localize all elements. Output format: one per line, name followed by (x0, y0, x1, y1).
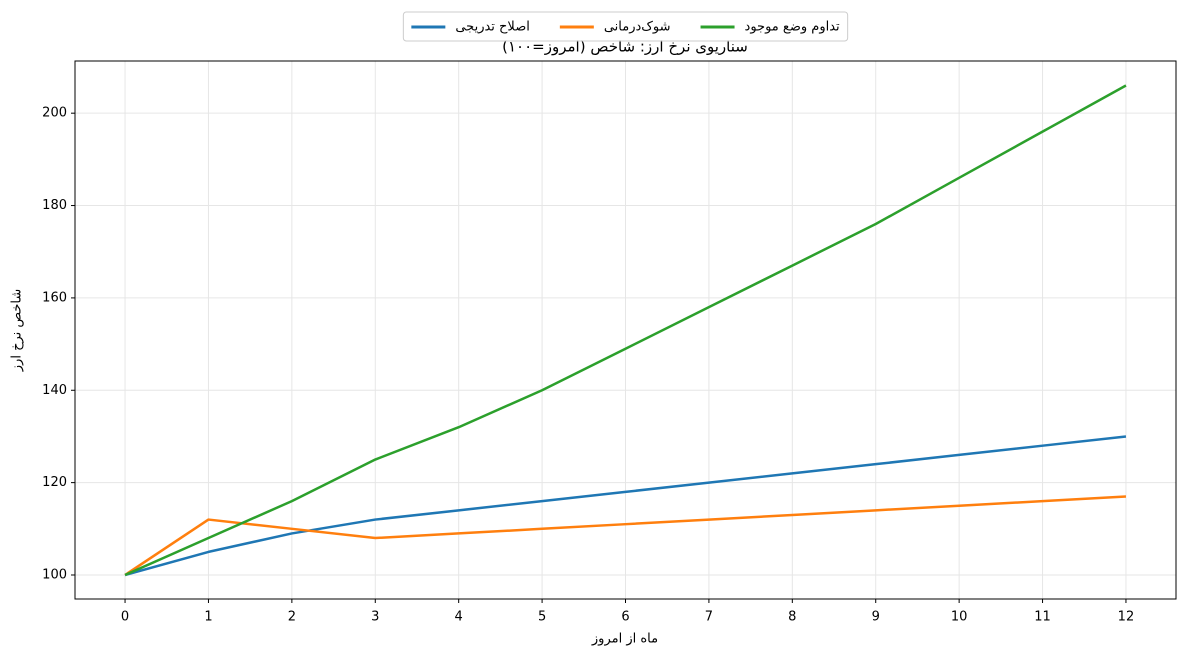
y-tick-label: 200 (42, 106, 67, 121)
legend-label: اصلاح تدریجی (455, 20, 530, 35)
chart-title: سناریوی نرخ ارز: شاخص (امروز=۱۰۰) (502, 38, 748, 56)
x-tick-label: 2 (288, 610, 296, 625)
x-tick-label: 3 (371, 610, 379, 625)
y-axis-label: شاخص نرخ ارز (10, 289, 25, 372)
y-tick-label: 180 (42, 198, 67, 213)
y-tick-label: 160 (42, 290, 67, 305)
axes-frame (74, 60, 1177, 600)
legend-box (402, 11, 849, 42)
x-tick-label: 11 (1034, 610, 1051, 625)
x-tick-label: 10 (951, 610, 968, 625)
x-tick-label: 4 (455, 610, 463, 625)
x-tick-label: 12 (1118, 610, 1135, 625)
x-tick-label: 6 (621, 610, 629, 625)
y-tick-label: 120 (42, 475, 67, 490)
series-line (124, 495, 1127, 577)
x-tick-label: 9 (872, 610, 880, 625)
legend-label: تداوم وضع موجود (745, 20, 840, 35)
x-tick-label: 7 (705, 610, 713, 625)
series-line (124, 435, 1127, 577)
x-tick-label: 5 (538, 610, 546, 625)
y-tick-label: 140 (42, 383, 67, 398)
x-tick-label: 1 (204, 610, 212, 625)
legend-label: شوک‌درمانی (604, 20, 671, 35)
x-tick-label: 8 (788, 610, 796, 625)
grid (75, 61, 1176, 599)
x-axis-label: ماه از امروز (591, 632, 658, 647)
legend: اصلاح تدریجی شوک‌درمانی تداوم وضع موجود (402, 11, 849, 42)
x-tick-label: 0 (121, 610, 129, 625)
series-line (124, 84, 1127, 577)
y-tick-label: 100 (42, 567, 67, 582)
